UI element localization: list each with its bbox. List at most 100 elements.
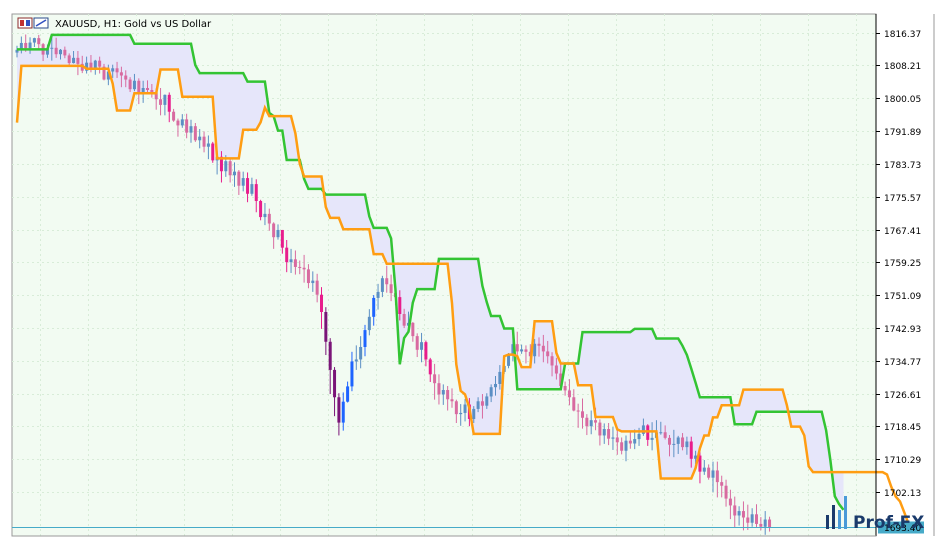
candle[interactable] [746, 504, 750, 530]
candle[interactable] [524, 345, 528, 364]
candle[interactable] [337, 393, 341, 436]
candle[interactable] [424, 340, 428, 367]
candle[interactable] [59, 48, 62, 60]
candle[interactable] [367, 309, 371, 336]
candle[interactable] [485, 393, 489, 409]
candle[interactable] [546, 340, 550, 364]
candle[interactable] [380, 275, 384, 298]
candle[interactable] [563, 381, 567, 396]
candle[interactable] [128, 77, 132, 93]
candle[interactable] [668, 435, 671, 457]
candle[interactable] [489, 384, 493, 403]
candle[interactable] [233, 162, 236, 187]
candle[interactable] [463, 398, 467, 422]
candles[interactable] [15, 34, 772, 535]
candle[interactable] [102, 63, 106, 81]
candle[interactable] [681, 433, 685, 451]
candle[interactable] [581, 398, 584, 429]
candle[interactable] [707, 464, 711, 480]
candle[interactable] [711, 461, 715, 493]
candle[interactable] [733, 496, 737, 528]
candle[interactable] [624, 435, 628, 462]
candle[interactable] [515, 331, 519, 360]
candle[interactable] [663, 425, 667, 440]
candle[interactable] [398, 290, 402, 321]
candle[interactable] [219, 151, 223, 183]
candle[interactable] [537, 337, 541, 357]
candle[interactable] [728, 489, 732, 520]
candle[interactable] [480, 394, 484, 419]
candle[interactable] [28, 37, 32, 54]
candle[interactable] [768, 516, 772, 532]
candle[interactable] [272, 222, 276, 249]
candle[interactable] [741, 501, 745, 531]
candle[interactable] [276, 224, 280, 240]
candle[interactable] [428, 357, 432, 382]
candle[interactable] [185, 113, 189, 139]
candle[interactable] [620, 437, 624, 455]
candle[interactable] [389, 274, 393, 302]
candle[interactable] [376, 283, 380, 310]
candle[interactable] [324, 307, 328, 356]
candle[interactable] [415, 333, 419, 358]
candle[interactable] [402, 308, 406, 329]
candle[interactable] [441, 384, 445, 405]
candle[interactable] [141, 80, 145, 103]
candle[interactable] [150, 83, 154, 98]
candle[interactable] [306, 264, 310, 289]
candle[interactable] [211, 141, 215, 163]
candle[interactable] [202, 131, 206, 153]
candle[interactable] [676, 435, 680, 454]
candle[interactable] [763, 511, 767, 535]
candle[interactable] [494, 375, 497, 396]
candle[interactable] [689, 436, 693, 468]
candle[interactable] [450, 388, 454, 408]
candle[interactable] [132, 73, 136, 92]
candle[interactable] [659, 421, 663, 435]
candle[interactable] [472, 406, 476, 423]
candle[interactable] [737, 506, 741, 526]
candle[interactable] [585, 414, 589, 436]
candle[interactable] [633, 429, 637, 450]
candle[interactable] [293, 250, 297, 275]
candle[interactable] [163, 94, 167, 116]
candle[interactable] [720, 475, 724, 498]
candle[interactable] [328, 338, 332, 395]
candle[interactable] [341, 392, 345, 431]
candle[interactable] [311, 271, 315, 292]
candle[interactable] [159, 87, 163, 116]
candle[interactable] [420, 332, 424, 363]
candle[interactable] [50, 36, 54, 61]
candle[interactable] [641, 418, 645, 436]
candle[interactable] [454, 399, 458, 423]
candle[interactable] [346, 381, 350, 403]
candle[interactable] [628, 432, 632, 449]
candle[interactable] [198, 129, 202, 149]
candle[interactable] [702, 459, 706, 475]
candle[interactable] [411, 322, 415, 342]
candle[interactable] [124, 70, 128, 88]
candle[interactable] [724, 479, 728, 507]
candle[interactable] [694, 450, 698, 465]
candle[interactable] [759, 517, 763, 531]
candle[interactable] [567, 379, 571, 406]
candle[interactable] [750, 508, 754, 527]
candle[interactable] [607, 422, 611, 446]
candle[interactable] [254, 179, 258, 213]
candle[interactable] [615, 427, 619, 455]
candle[interactable] [446, 385, 450, 411]
candle[interactable] [650, 422, 654, 451]
candle[interactable] [302, 254, 306, 283]
candle[interactable] [589, 410, 593, 435]
candle[interactable] [372, 295, 376, 326]
candle[interactable] [176, 118, 180, 137]
candle[interactable] [137, 78, 141, 105]
candle[interactable] [180, 114, 184, 128]
candle[interactable] [685, 436, 689, 455]
candle[interactable] [32, 37, 36, 47]
candle[interactable] [698, 450, 702, 484]
candle[interactable] [602, 423, 606, 444]
candle[interactable] [98, 56, 102, 74]
candle[interactable] [576, 403, 580, 428]
